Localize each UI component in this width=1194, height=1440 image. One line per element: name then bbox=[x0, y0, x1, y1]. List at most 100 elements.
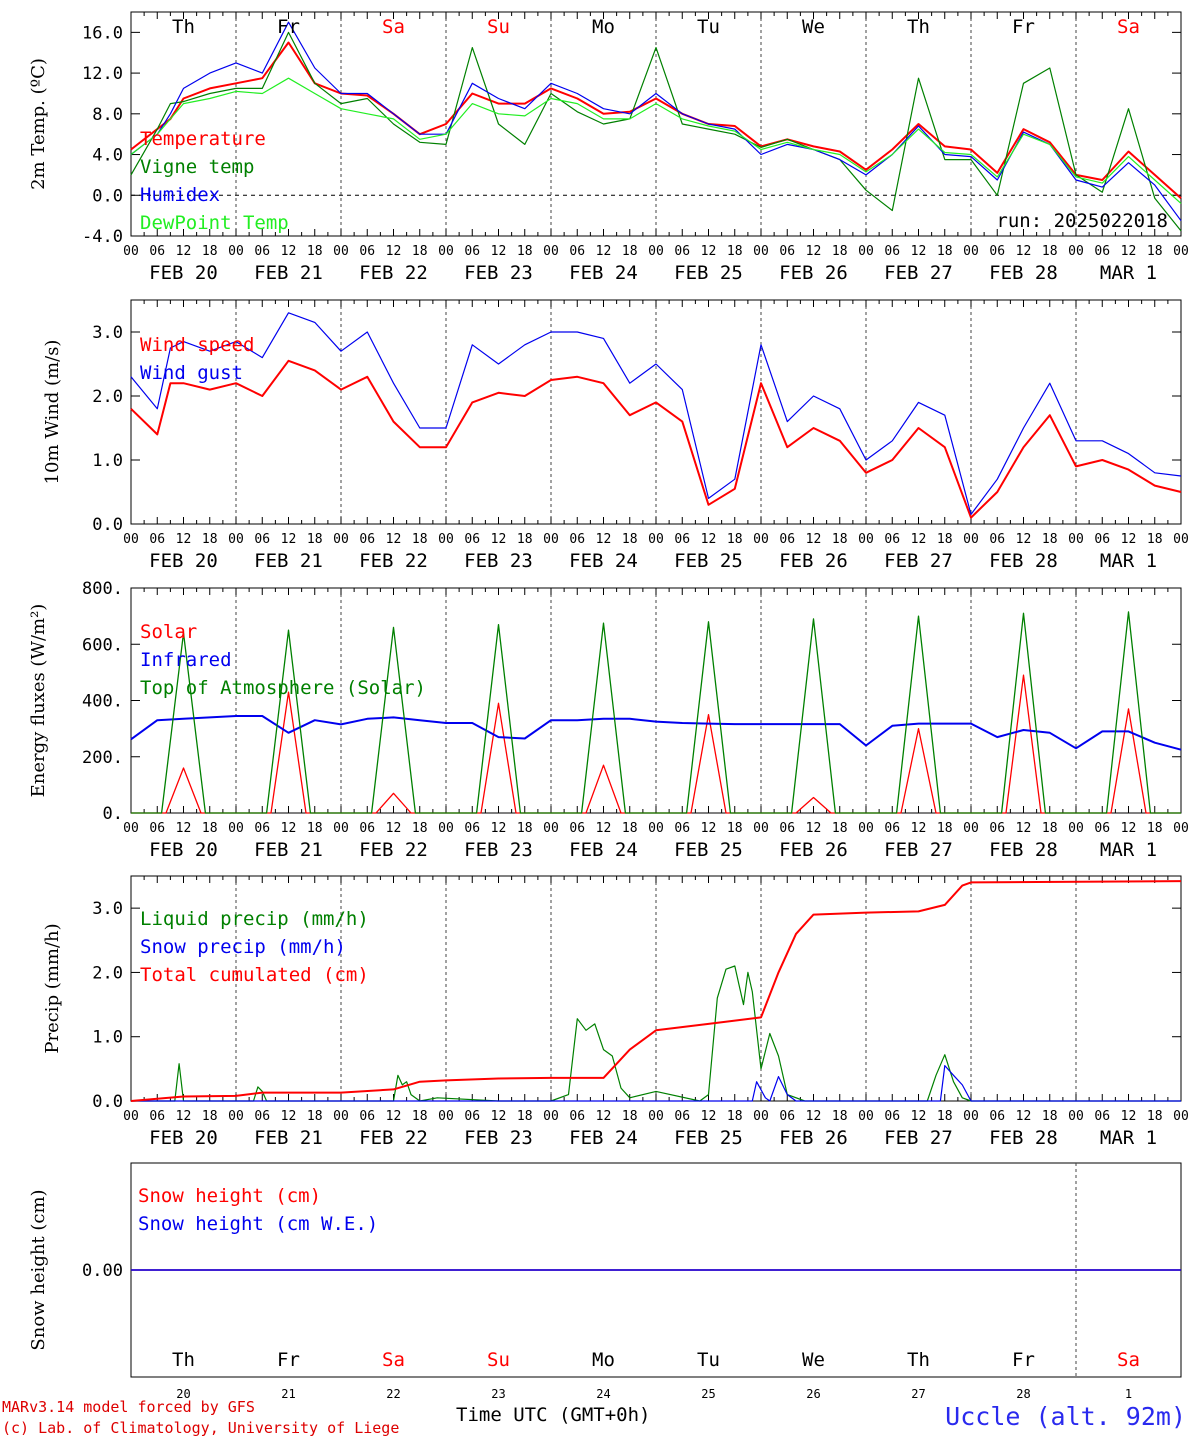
hour-tick-label: 18 bbox=[937, 1109, 953, 1124]
day-name: We bbox=[802, 1349, 825, 1371]
y-tick-label: 12.0 bbox=[82, 64, 123, 84]
hour-tick-label: 12 bbox=[1121, 532, 1137, 547]
hour-tick-label: 18 bbox=[937, 244, 953, 259]
dewpoint-temp-line bbox=[130, 77, 1182, 204]
y-tick-label: 0. bbox=[103, 804, 123, 824]
hour-tick-label: 12 bbox=[596, 244, 612, 259]
hour-tick-label: 06 bbox=[884, 1109, 900, 1124]
date-label: FEB 26 bbox=[779, 839, 848, 861]
day-number: 22 bbox=[386, 1387, 400, 1400]
legend-entry: Total cumulated (cm) bbox=[140, 964, 369, 986]
day-number: 25 bbox=[701, 1387, 715, 1400]
date-label: FEB 21 bbox=[254, 1127, 323, 1149]
y-axis-label: 2m Temp. (ºC) bbox=[28, 58, 49, 190]
day-name: Fr bbox=[1012, 16, 1035, 38]
station-label: Uccle (alt. 92m) bbox=[945, 1402, 1186, 1431]
hour-tick-label: 06 bbox=[254, 1109, 270, 1124]
plot-frame bbox=[130, 299, 1182, 525]
y-tick-label: 200. bbox=[82, 748, 123, 768]
hour-tick-label: 00 bbox=[333, 244, 349, 259]
legend-entry: Infrared bbox=[140, 649, 232, 671]
hour-tick-label: 18 bbox=[832, 821, 848, 836]
top-of-atmosphere-solar-line bbox=[131, 611, 1181, 814]
date-label: FEB 28 bbox=[989, 839, 1058, 861]
hour-tick-label: 00 bbox=[963, 821, 979, 836]
hour-tick-label: 12 bbox=[911, 1109, 927, 1124]
y-tick-label: 2.0 bbox=[92, 963, 123, 983]
hour-tick-label: 06 bbox=[359, 821, 375, 836]
date-label: MAR 1 bbox=[1100, 839, 1157, 861]
hour-tick-label: 06 bbox=[254, 821, 270, 836]
hour-tick-label: 12 bbox=[1121, 244, 1137, 259]
hour-tick-label: 18 bbox=[517, 1109, 533, 1124]
hour-tick-label: 06 bbox=[674, 532, 690, 547]
date-label: FEB 25 bbox=[674, 1127, 743, 1149]
hour-tick-label: 12 bbox=[596, 532, 612, 547]
day-name: Su bbox=[487, 1349, 510, 1371]
day-number: 1 bbox=[1125, 1387, 1132, 1400]
hour-tick-label: 06 bbox=[1094, 1109, 1110, 1124]
hour-tick-label: 06 bbox=[674, 244, 690, 259]
hour-tick-label: 06 bbox=[464, 821, 480, 836]
hour-tick-label: 18 bbox=[517, 532, 533, 547]
hour-tick-label: 18 bbox=[1042, 821, 1058, 836]
hour-tick-label: 00 bbox=[963, 532, 979, 547]
time-axis-label: Time UTC (GMT+0h) bbox=[456, 1404, 651, 1426]
date-label: FEB 21 bbox=[254, 839, 323, 861]
hour-tick-label: 00 bbox=[123, 821, 139, 836]
hour-tick-label: 00 bbox=[858, 532, 874, 547]
model-credit: MARv3.14 model forced by GFS bbox=[2, 1398, 255, 1416]
hour-tick-label: 12 bbox=[386, 244, 402, 259]
date-label: FEB 26 bbox=[779, 550, 848, 572]
date-label: FEB 26 bbox=[779, 262, 848, 284]
legend-entry: Wind gust bbox=[140, 362, 243, 384]
hour-tick-label: 00 bbox=[543, 532, 559, 547]
hour-tick-label: 00 bbox=[438, 1109, 454, 1124]
hour-tick-label: 00 bbox=[963, 244, 979, 259]
hour-tick-label: 18 bbox=[832, 1109, 848, 1124]
legend-entry: Snow height (cm) bbox=[138, 1185, 321, 1207]
y-tick-label: 3.0 bbox=[92, 323, 123, 343]
hour-tick-label: 06 bbox=[779, 821, 795, 836]
date-label: FEB 20 bbox=[149, 262, 218, 284]
hour-tick-label: 00 bbox=[858, 1109, 874, 1124]
y-tick-label: 600. bbox=[82, 635, 123, 655]
y-tick-label: -4.0 bbox=[82, 227, 123, 247]
date-label: FEB 21 bbox=[254, 262, 323, 284]
hour-tick-label: 18 bbox=[622, 244, 638, 259]
hour-tick-label: 00 bbox=[753, 244, 769, 259]
hour-tick-label: 18 bbox=[1042, 244, 1058, 259]
hour-tick-label: 00 bbox=[438, 821, 454, 836]
date-label: FEB 25 bbox=[674, 262, 743, 284]
wind-speed-line bbox=[130, 359, 1182, 519]
hour-tick-label: 06 bbox=[464, 532, 480, 547]
day-name: Sa bbox=[1117, 16, 1140, 38]
hour-tick-label: 06 bbox=[569, 532, 585, 547]
y-tick-label: 0.00 bbox=[82, 1261, 123, 1281]
hour-tick-label: 00 bbox=[753, 1109, 769, 1124]
y-tick-label: 3.0 bbox=[92, 899, 123, 919]
day-name: Th bbox=[907, 16, 930, 38]
hour-tick-label: 18 bbox=[517, 244, 533, 259]
legend-entry: Vigne temp bbox=[140, 156, 254, 178]
hour-tick-label: 18 bbox=[307, 532, 323, 547]
liquid-precip-mm-h-line bbox=[131, 965, 1181, 1102]
date-label: FEB 23 bbox=[464, 1127, 533, 1149]
hour-tick-label: 06 bbox=[884, 244, 900, 259]
hour-tick-label: 06 bbox=[989, 1109, 1005, 1124]
day-name: Sa bbox=[382, 16, 405, 38]
hour-tick-label: 00 bbox=[333, 532, 349, 547]
hour-tick-label: 12 bbox=[281, 821, 297, 836]
hour-tick-label: 12 bbox=[1016, 532, 1032, 547]
day-name: Mo bbox=[592, 16, 615, 38]
hour-tick-label: 12 bbox=[491, 532, 507, 547]
hour-tick-label: 06 bbox=[464, 1109, 480, 1124]
hour-tick-label: 00 bbox=[123, 244, 139, 259]
date-label: FEB 20 bbox=[149, 550, 218, 572]
hour-tick-label: 18 bbox=[622, 1109, 638, 1124]
hour-tick-label: 06 bbox=[674, 821, 690, 836]
day-name: Mo bbox=[592, 1349, 615, 1371]
hour-tick-label: 18 bbox=[412, 244, 428, 259]
legend-entry: Solar bbox=[140, 621, 197, 643]
hour-tick-label: 12 bbox=[806, 532, 822, 547]
